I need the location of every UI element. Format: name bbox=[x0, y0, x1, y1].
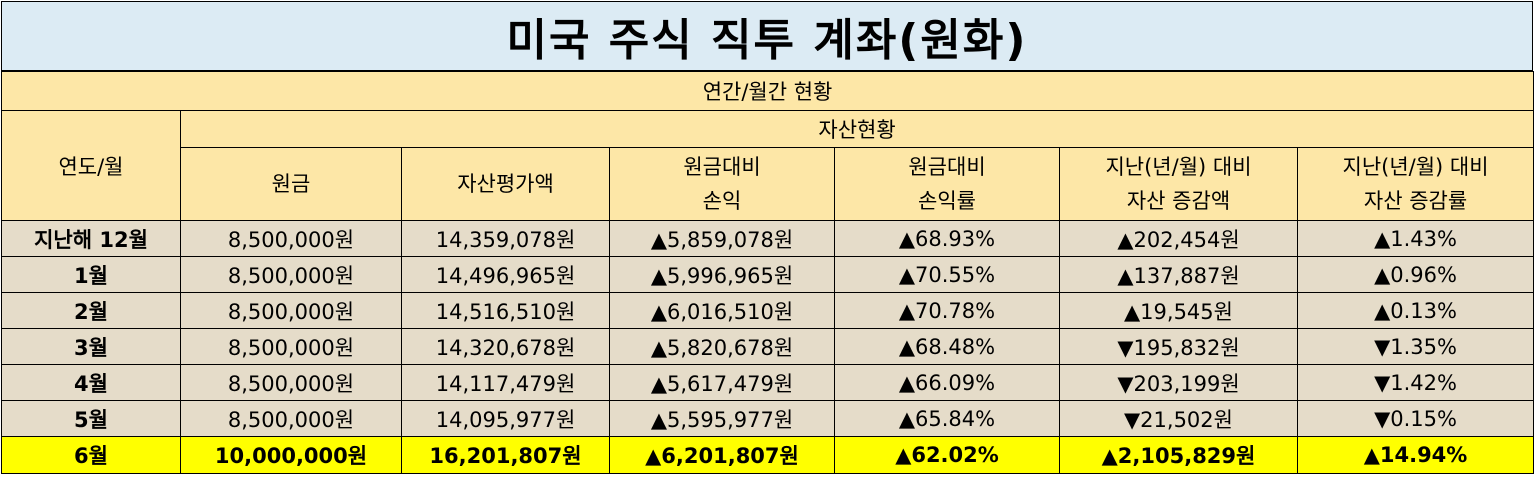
change-rate-cell: ▲1.43% bbox=[1296, 220, 1535, 257]
table-row: 4월 8,500,000원 14,117,479원 ▲5,617,479원 ▲66.09… bbox=[1, 364, 1535, 401]
asset-value-cell: 14,117,479원 bbox=[401, 364, 610, 401]
col-header-principal: 원금 bbox=[180, 147, 402, 221]
change-rate-cell: ▼1.42% bbox=[1296, 364, 1535, 401]
pl-rate-cell: ▲62.02% bbox=[834, 436, 1060, 474]
pl-rate-cell: ▲70.78% bbox=[834, 292, 1060, 329]
period-cell: 5월 bbox=[1, 400, 181, 437]
table-row-highlighted: 6월 10,000,000원 16,201,807원 ▲6,201,807원 ▲62.0… bbox=[1, 436, 1535, 474]
period-header: 연도/월 bbox=[1, 110, 181, 221]
principal-cell: 8,500,000원 bbox=[180, 364, 402, 401]
asset-value-cell: 14,095,977원 bbox=[401, 400, 610, 437]
col-header-change-rate: 지난(년/월) 대비 자산 증감률 bbox=[1296, 147, 1535, 221]
table-row: 3월 8,500,000원 14,320,678원 ▲5,820,678원 ▲68.48… bbox=[1, 328, 1535, 365]
change-rate-cell: ▼1.35% bbox=[1296, 328, 1535, 365]
principal-cell: 10,000,000원 bbox=[180, 436, 402, 474]
asset-value-cell: 14,516,510원 bbox=[401, 292, 610, 329]
period-cell: 4월 bbox=[1, 364, 181, 401]
change-cell: ▲202,454원 bbox=[1059, 220, 1298, 257]
data-rows: 지난해 12월 8,500,000원 14,359,078원 ▲5,859,078원 ▲… bbox=[1, 220, 1535, 474]
pl-cell: ▲5,820,678원 bbox=[609, 328, 835, 365]
pl-cell: ▲5,617,479원 bbox=[609, 364, 835, 401]
col-header-asset-value: 자산평가액 bbox=[401, 147, 610, 221]
table-row: 5월 8,500,000원 14,095,977원 ▲5,595,977원 ▲65.84… bbox=[1, 400, 1535, 437]
change-rate-cell: ▲0.96% bbox=[1296, 256, 1535, 293]
pl-rate-cell: ▲66.09% bbox=[834, 364, 1060, 401]
pl-rate-cell: ▲68.48% bbox=[834, 328, 1060, 365]
period-cell: 3월 bbox=[1, 328, 181, 365]
change-cell: ▼21,502원 bbox=[1059, 400, 1298, 437]
principal-cell: 8,500,000원 bbox=[180, 220, 402, 257]
pl-cell: ▲5,859,078원 bbox=[609, 220, 835, 257]
col-header-pl: 원금대비 손익 bbox=[609, 147, 835, 221]
change-rate-cell: ▲0.13% bbox=[1296, 292, 1535, 329]
table-row: 지난해 12월 8,500,000원 14,359,078원 ▲5,859,078원 ▲… bbox=[1, 220, 1535, 257]
change-cell: ▲137,887원 bbox=[1059, 256, 1298, 293]
pl-cell: ▲5,996,965원 bbox=[609, 256, 835, 293]
pl-cell: ▲6,016,510원 bbox=[609, 292, 835, 329]
col-header-pl-rate: 원금대비 손익률 bbox=[834, 147, 1060, 221]
asset-value-cell: 16,201,807원 bbox=[401, 436, 610, 474]
principal-cell: 8,500,000원 bbox=[180, 400, 402, 437]
section-title: 연간/월간 현황 bbox=[0, 71, 1535, 111]
asset-value-cell: 14,496,965원 bbox=[401, 256, 610, 293]
principal-cell: 8,500,000원 bbox=[180, 256, 402, 293]
period-cell: 2월 bbox=[1, 292, 181, 329]
asset-value-cell: 14,359,078원 bbox=[401, 220, 610, 257]
principal-cell: 8,500,000원 bbox=[180, 292, 402, 329]
pl-rate-cell: ▲70.55% bbox=[834, 256, 1060, 293]
change-cell: ▼195,832원 bbox=[1059, 328, 1298, 365]
asset-status-header: 자산현황 bbox=[179, 110, 1535, 148]
table-row: 2월 8,500,000원 14,516,510원 ▲6,016,510원 ▲70.78… bbox=[1, 292, 1535, 329]
pl-rate-cell: ▲65.84% bbox=[834, 400, 1060, 437]
sheet-title: 미국 주식 직투 계좌(원화) bbox=[1, 1, 1533, 71]
pl-cell: ▲6,201,807원 bbox=[609, 436, 835, 474]
asset-value-cell: 14,320,678원 bbox=[401, 328, 610, 365]
period-cell: 1월 bbox=[1, 256, 181, 293]
table-row: 1월 8,500,000원 14,496,965원 ▲5,996,965원 ▲70.55… bbox=[1, 256, 1535, 293]
change-rate-cell: ▼0.15% bbox=[1296, 400, 1535, 437]
period-cell: 6월 bbox=[1, 436, 181, 474]
change-cell: ▼203,199원 bbox=[1059, 364, 1298, 401]
change-cell: ▲2,105,829원 bbox=[1059, 436, 1298, 474]
pl-rate-cell: ▲68.93% bbox=[834, 220, 1060, 257]
change-rate-cell: ▲14.94% bbox=[1296, 436, 1535, 474]
account-table: 연간/월간 현황 연도/월 자산현황 원금 자산평가액 원금대비 손익 원금대비 손… bbox=[0, 71, 1535, 474]
col-header-change: 지난(년/월) 대비 자산 증감액 bbox=[1059, 147, 1298, 221]
principal-cell: 8,500,000원 bbox=[180, 328, 402, 365]
period-cell: 지난해 12월 bbox=[1, 220, 181, 257]
pl-cell: ▲5,595,977원 bbox=[609, 400, 835, 437]
change-cell: ▲19,545원 bbox=[1059, 292, 1298, 329]
